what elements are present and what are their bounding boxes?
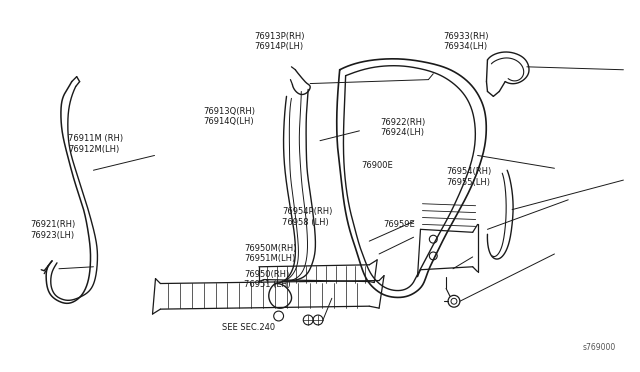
- Text: 76950M(RH)
76951M(LH): 76950M(RH) 76951M(LH): [244, 244, 297, 263]
- Text: 76921(RH)
76923(LH): 76921(RH) 76923(LH): [30, 220, 76, 240]
- Text: 76959E: 76959E: [383, 220, 415, 229]
- Text: 76922(RH)
76924(LH): 76922(RH) 76924(LH): [380, 118, 425, 137]
- Text: SEE SEC.240: SEE SEC.240: [222, 323, 275, 331]
- Text: 76913P(RH)
76914P(LH): 76913P(RH) 76914P(LH): [254, 32, 304, 51]
- Text: 76913Q(RH)
76914Q(LH): 76913Q(RH) 76914Q(LH): [204, 107, 255, 126]
- Text: s769000: s769000: [582, 343, 616, 353]
- Text: 76911M (RH)
76912M(LH): 76911M (RH) 76912M(LH): [68, 134, 123, 154]
- Text: 76950(RH)
76951 (LH): 76950(RH) 76951 (LH): [244, 270, 291, 289]
- Text: 76954P(RH)
76958 (LH): 76954P(RH) 76958 (LH): [282, 208, 333, 227]
- Text: 76933(RH)
76934(LH): 76933(RH) 76934(LH): [443, 32, 488, 51]
- Text: 76900E: 76900E: [361, 161, 393, 170]
- Text: 76954(RH)
76955(LH): 76954(RH) 76955(LH): [446, 167, 492, 186]
